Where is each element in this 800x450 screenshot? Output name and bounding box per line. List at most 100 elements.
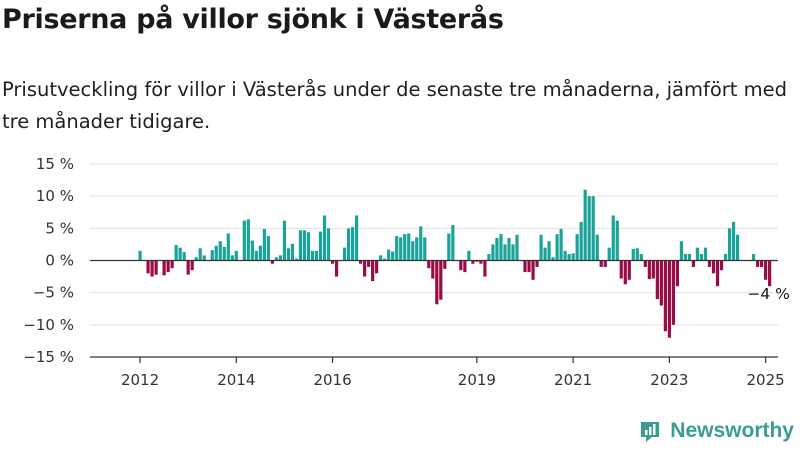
bar (443, 260, 447, 269)
bar (599, 260, 603, 267)
bar (415, 237, 419, 261)
bar (643, 260, 647, 267)
bar (294, 258, 299, 261)
bar (250, 240, 254, 261)
bar (679, 241, 684, 261)
bar (768, 260, 772, 287)
bar (218, 241, 222, 261)
bar (591, 196, 595, 261)
newsworthy-logo-icon (641, 422, 660, 442)
bar (731, 221, 736, 261)
bar (691, 260, 696, 267)
y-tick-label: 15 % (36, 155, 74, 173)
bar (711, 260, 716, 274)
bar (274, 257, 278, 261)
bar (302, 230, 307, 261)
bar (322, 215, 327, 261)
bar (467, 250, 471, 261)
bar (523, 260, 527, 273)
x-tick-label: 2012 (121, 371, 159, 389)
bar (214, 245, 218, 261)
bar (439, 260, 443, 300)
bar (579, 221, 583, 261)
bar (559, 228, 563, 261)
bar (487, 254, 491, 261)
chart-title: Priserna på villor sjönk i Västerås (2, 4, 504, 35)
bar (567, 254, 571, 261)
bar (411, 241, 415, 261)
bar (278, 255, 283, 261)
bar (756, 260, 760, 267)
bar (342, 247, 347, 261)
bar (326, 228, 331, 261)
bar (571, 253, 575, 261)
y-tick-label: 0 % (45, 252, 74, 270)
bar (391, 251, 395, 261)
bar (363, 260, 367, 277)
x-tick-label: 2023 (650, 371, 688, 389)
bar (154, 260, 158, 275)
bar (146, 260, 150, 274)
last-value-annotation: −4 % (747, 285, 790, 303)
bar (659, 260, 663, 306)
bar (290, 243, 295, 261)
bar (615, 220, 619, 261)
bar (607, 247, 611, 261)
bar (675, 260, 679, 287)
chart-subtitle: Prisutveckling för villor i Västerås und… (2, 78, 787, 133)
bar (266, 236, 270, 261)
brand-name: Newsworthy (670, 419, 794, 442)
bar (399, 237, 403, 261)
bar (451, 225, 455, 261)
bar (543, 247, 547, 261)
bar (699, 254, 704, 261)
bars-layer (138, 189, 772, 338)
bar (182, 252, 186, 261)
bar (190, 260, 194, 271)
bar (715, 260, 720, 287)
bar (210, 250, 214, 261)
y-tick-label: −5 % (33, 284, 74, 302)
bar (403, 234, 407, 261)
x-tick-label: 2019 (458, 371, 496, 389)
bar (459, 260, 463, 271)
bar (330, 260, 335, 264)
y-tick-label: 10 % (36, 187, 74, 205)
bar (334, 260, 339, 277)
bar (270, 260, 274, 264)
bar (760, 260, 764, 267)
bar (535, 260, 539, 267)
bar (503, 244, 507, 261)
bar (719, 260, 724, 271)
y-tick-label: −15 % (23, 348, 74, 366)
brand-logo: Newsworthy (638, 418, 794, 444)
bar (683, 254, 688, 261)
bar (623, 260, 627, 285)
bar (539, 234, 543, 261)
bar (619, 260, 623, 279)
bar (515, 234, 519, 261)
bar (246, 219, 250, 261)
bar (595, 234, 599, 261)
bar (306, 232, 311, 261)
bar (635, 248, 639, 261)
bar (507, 237, 511, 261)
bar (575, 234, 579, 261)
bar (138, 250, 142, 261)
bar (379, 255, 383, 261)
bar (735, 234, 740, 261)
bar (314, 250, 319, 261)
bar (551, 257, 555, 261)
bar (671, 260, 675, 325)
bar (230, 255, 234, 261)
bar (764, 260, 768, 280)
bar (423, 237, 427, 261)
bar (583, 189, 587, 261)
bar (435, 260, 439, 305)
bar (555, 234, 559, 261)
bar (170, 260, 174, 269)
bar (603, 260, 607, 267)
bar (222, 246, 226, 261)
bar (407, 233, 411, 261)
bar (178, 247, 182, 261)
